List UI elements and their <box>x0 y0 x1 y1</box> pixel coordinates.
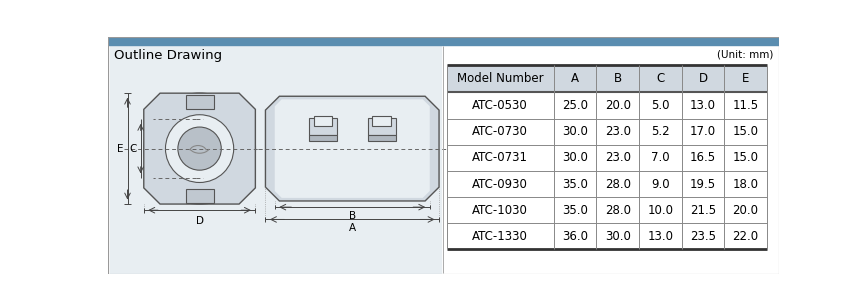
Bar <box>108 37 778 45</box>
Text: 18.0: 18.0 <box>733 177 759 191</box>
Text: 10.0: 10.0 <box>647 204 673 217</box>
Text: E: E <box>117 144 124 154</box>
Bar <box>110 46 441 273</box>
Bar <box>186 95 214 108</box>
Circle shape <box>178 127 221 170</box>
Text: 21.5: 21.5 <box>690 204 716 217</box>
Text: 35.0: 35.0 <box>562 204 588 217</box>
Bar <box>186 188 214 203</box>
Text: (Unit: mm): (Unit: mm) <box>717 49 773 59</box>
Text: 35.0: 35.0 <box>562 177 588 191</box>
Text: ATC-0731: ATC-0731 <box>472 151 529 164</box>
Text: 36.0: 36.0 <box>562 230 588 243</box>
Polygon shape <box>266 96 439 201</box>
Text: 23.5: 23.5 <box>690 230 716 243</box>
Text: 13.0: 13.0 <box>690 99 716 112</box>
Text: ATC-0530: ATC-0530 <box>472 99 529 112</box>
Text: 23.0: 23.0 <box>605 125 631 138</box>
Bar <box>368 118 395 135</box>
Text: C: C <box>657 72 664 85</box>
Text: 19.5: 19.5 <box>690 177 716 191</box>
Bar <box>368 135 395 141</box>
Text: 16.5: 16.5 <box>690 151 716 164</box>
Text: 23.0: 23.0 <box>605 151 631 164</box>
Text: 30.0: 30.0 <box>562 151 588 164</box>
Text: 17.0: 17.0 <box>690 125 716 138</box>
Text: 20.0: 20.0 <box>733 204 759 217</box>
Text: 15.0: 15.0 <box>733 125 759 138</box>
Text: D: D <box>698 72 708 85</box>
Text: B: B <box>349 211 356 221</box>
Text: 15.0: 15.0 <box>733 151 759 164</box>
Text: 22.0: 22.0 <box>733 230 759 243</box>
Text: 28.0: 28.0 <box>605 204 631 217</box>
Text: Outline Drawing: Outline Drawing <box>114 49 222 62</box>
Text: ATC-0930: ATC-0930 <box>472 177 529 191</box>
Bar <box>313 116 332 126</box>
Bar <box>309 118 336 135</box>
Text: 25.0: 25.0 <box>562 99 588 112</box>
Circle shape <box>165 115 234 182</box>
Text: 28.0: 28.0 <box>605 177 631 191</box>
Text: 5.0: 5.0 <box>651 99 670 112</box>
Text: E: E <box>742 72 749 85</box>
Text: 20.0: 20.0 <box>605 99 631 112</box>
Text: 5.2: 5.2 <box>651 125 670 138</box>
Text: Model Number: Model Number <box>457 72 543 85</box>
Text: ATC-1030: ATC-1030 <box>472 204 529 217</box>
Text: A: A <box>349 223 356 233</box>
Text: 9.0: 9.0 <box>651 177 670 191</box>
Bar <box>447 92 767 249</box>
Text: C: C <box>130 144 137 154</box>
Text: ATC-1330: ATC-1330 <box>472 230 529 243</box>
Bar <box>373 116 391 126</box>
Text: 13.0: 13.0 <box>647 230 673 243</box>
Text: D: D <box>195 216 203 225</box>
Polygon shape <box>275 99 430 198</box>
Text: 7.0: 7.0 <box>651 151 670 164</box>
Text: 30.0: 30.0 <box>562 125 588 138</box>
Text: ATC-0730: ATC-0730 <box>472 125 529 138</box>
Polygon shape <box>144 93 255 204</box>
Text: 30.0: 30.0 <box>605 230 631 243</box>
Circle shape <box>144 93 255 204</box>
Bar <box>447 65 767 92</box>
Bar <box>309 135 336 141</box>
Text: B: B <box>613 72 622 85</box>
Text: A: A <box>571 72 579 85</box>
Text: 11.5: 11.5 <box>733 99 759 112</box>
